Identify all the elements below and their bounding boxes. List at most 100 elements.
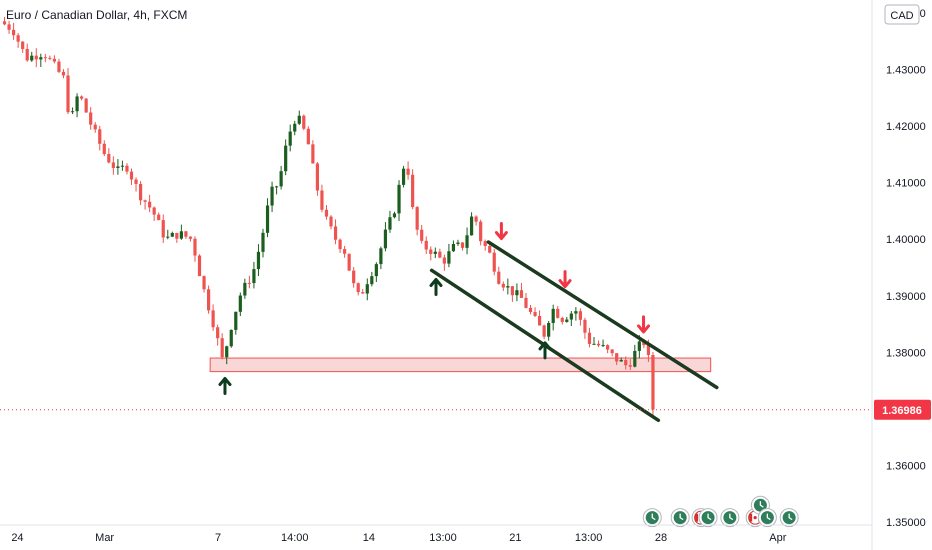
candle (98, 125, 102, 151)
candle (143, 199, 147, 210)
candle-body (392, 213, 397, 218)
time-tick-label: Apr (769, 532, 786, 544)
candle (270, 181, 274, 213)
candle (265, 198, 270, 238)
candle-body (315, 163, 320, 191)
current-price-badge: 1.36986 (874, 399, 931, 420)
candle (288, 124, 292, 152)
candle-body (320, 190, 324, 210)
candle-body (533, 312, 537, 316)
candle (438, 248, 442, 259)
candle-body (270, 186, 274, 206)
candle-body (284, 145, 288, 172)
candle-body (302, 115, 306, 129)
clock-icon-hands (651, 513, 656, 521)
time-axis[interactable]: 24 Mar 7 14:00 14 13:00 21 13:00 28 Apr (11, 532, 786, 544)
candle (206, 285, 211, 314)
candle-body (479, 221, 483, 242)
candle (324, 205, 329, 220)
candle (596, 340, 601, 348)
candle-body (84, 98, 88, 113)
clock-icon[interactable] (757, 508, 777, 528)
currency-badge[interactable]: CAD (884, 4, 920, 25)
candle-body (206, 289, 211, 311)
candle-body (12, 29, 16, 36)
candle (510, 286, 514, 302)
candle (193, 236, 197, 262)
candle (465, 227, 469, 255)
candle-body (469, 216, 474, 236)
clock-icon[interactable] (720, 508, 740, 528)
candle (70, 107, 75, 115)
arrow-up-icon (538, 341, 552, 360)
clock-icon[interactable] (750, 495, 770, 515)
candle (574, 307, 578, 321)
candle-body (25, 48, 29, 61)
channel-upper-line[interactable] (486, 240, 719, 390)
candle (197, 254, 202, 277)
candle (238, 292, 242, 317)
candle (556, 306, 560, 319)
price-tick-label: 1.41000 (886, 178, 926, 190)
candle-body (261, 232, 265, 252)
flag-icon-band (695, 513, 699, 522)
flag-icon-band (749, 513, 753, 522)
candle (279, 166, 283, 190)
clock-icon-hands (707, 513, 712, 521)
candle-body (569, 313, 573, 320)
candle-body (111, 162, 115, 168)
price-axis[interactable]: 1.440001.430001.420001.410001.400001.390… (886, 8, 926, 529)
candle-body (542, 325, 546, 337)
candle (284, 139, 288, 176)
clock-icon[interactable] (642, 508, 662, 528)
candle (39, 53, 43, 67)
arrow-down-icon (494, 222, 508, 241)
candle-body (129, 171, 134, 180)
candle (161, 214, 165, 243)
candle-body (356, 283, 360, 293)
candle (551, 304, 555, 331)
candle-body (560, 317, 564, 322)
candle (125, 163, 129, 175)
candle-body (324, 209, 329, 217)
candle-body (306, 128, 310, 145)
candle-body (524, 297, 528, 308)
candle (166, 229, 170, 240)
candle-body (98, 129, 102, 144)
candle-body (343, 249, 347, 254)
chart-title: Euro / Canadian Dollar, 4h, FXCM (6, 8, 187, 22)
clock-icon[interactable] (670, 508, 690, 528)
candle (370, 271, 374, 287)
candle (48, 55, 52, 61)
candle-body (297, 115, 301, 124)
clock-icon[interactable] (779, 508, 799, 528)
clock-icon[interactable] (698, 508, 718, 528)
candle (274, 185, 279, 195)
candle-body (175, 232, 179, 239)
candle-body (70, 111, 75, 113)
price-tick-label: 1.38000 (886, 347, 926, 359)
candle-body (39, 57, 43, 60)
candle (628, 358, 632, 371)
candle (129, 168, 134, 185)
candle (578, 308, 583, 326)
currency-label: CAD (890, 10, 913, 22)
candles (2, 16, 655, 416)
support-zone[interactable] (209, 357, 712, 373)
candle-body (474, 216, 478, 222)
time-tick-label: 24 (11, 532, 23, 544)
candle (225, 345, 229, 365)
candle-body (138, 183, 143, 201)
candle-body (274, 186, 279, 188)
candle-body (447, 251, 451, 264)
candle (134, 177, 138, 192)
candle-body (256, 251, 261, 270)
candle (442, 254, 446, 271)
candle-body (148, 201, 152, 208)
candle-body (601, 345, 605, 347)
candle (170, 231, 174, 237)
candle-body (161, 220, 165, 238)
current-price-label: 1.36986 (882, 405, 922, 417)
candle-body (166, 236, 170, 238)
